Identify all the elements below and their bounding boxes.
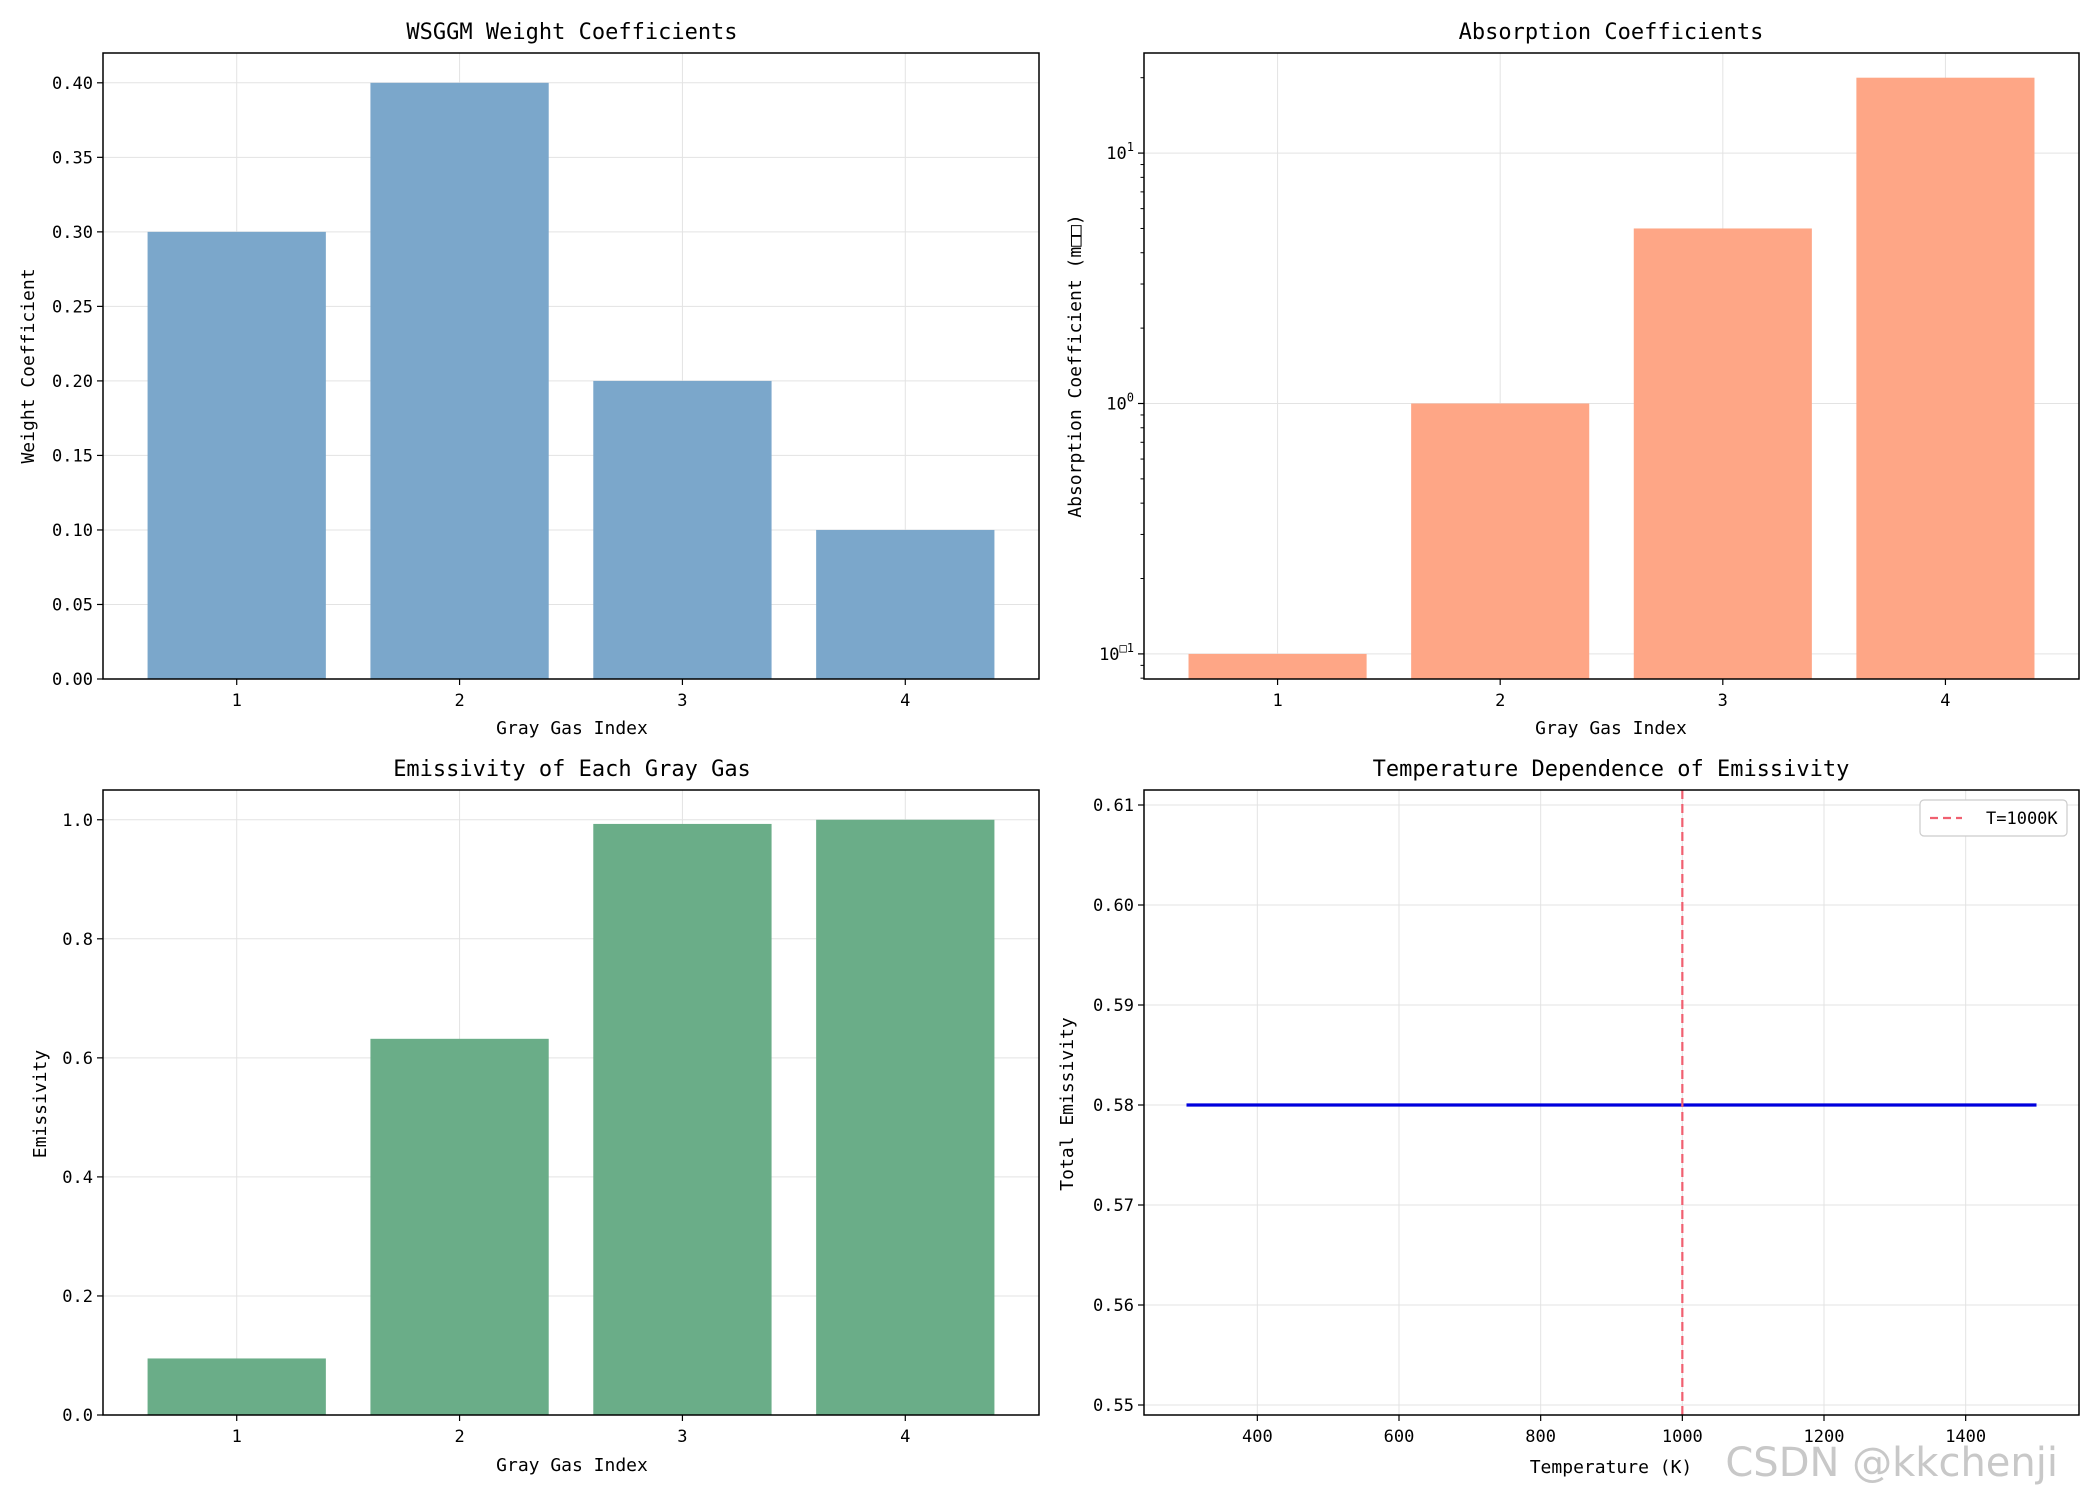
temperature-x-tick-label: 400 (1242, 1427, 1273, 1447)
temperature-chart-y-ticks: 0.55 0.56 0.57 0.58 0.59 0.60 0.61 (1093, 796, 1144, 1416)
emissivity-bar-2 (370, 1038, 549, 1415)
temperature-chart-xlabel: Temperature (K) (1530, 1457, 1693, 1478)
absorption-bar-2 (1411, 403, 1590, 679)
weight-bar-2 (370, 82, 549, 680)
weight-y-tick-label: 0.20 (52, 372, 93, 392)
weight-chart-xlabel: Gray Gas Index (496, 718, 648, 739)
emissivity-bar-3 (593, 823, 772, 1415)
temperature-chart-title: Temperature Dependence of Emissivity (1373, 757, 1850, 782)
temperature-chart: Temperature Dependence of Emissivity 400… (1057, 757, 2080, 1478)
emissivity-chart-x-ticks: 1 2 3 4 (232, 1415, 910, 1447)
absorption-chart-ylabel: Absorption Coefficient (m□□) (1065, 214, 1086, 517)
temperature-chart-frame (1143, 789, 2080, 1416)
weight-y-tick-label: 0.00 (52, 670, 93, 690)
absorption-x-tick-label: 1 (1272, 691, 1282, 711)
weight-chart-bars (147, 82, 995, 680)
weight-chart-y-ticks: 0.00 0.05 0.10 0.15 0.20 0.25 0.30 0.35 0.40 (52, 74, 103, 690)
temperature-chart-grid (1144, 790, 2079, 1415)
weight-y-tick-label: 0.30 (52, 223, 93, 243)
emissivity-x-tick-label: 3 (677, 1427, 687, 1447)
weight-y-tick-label: 0.25 (52, 297, 93, 317)
emissivity-y-tick-label: 0.8 (62, 930, 93, 950)
weight-chart-frame (102, 52, 1040, 680)
weight-bar-4 (816, 529, 995, 679)
weight-x-tick-label: 1 (232, 691, 242, 711)
emissivity-chart-title: Emissivity of Each Gray Gas (393, 757, 751, 782)
absorption-y-tick-label: 10□1 (1099, 641, 1134, 665)
absorption-bar-3 (1633, 228, 1812, 680)
weight-y-tick-label: 0.15 (52, 446, 93, 466)
absorption-chart-title: Absorption Coefficients (1459, 20, 1764, 45)
temperature-y-tick-label: 0.58 (1093, 1096, 1134, 1116)
emissivity-chart-frame (102, 789, 1040, 1416)
emissivity-chart-y-ticks: 0.0 0.2 0.4 0.6 0.8 1.0 (62, 811, 103, 1426)
emissivity-x-tick-label: 1 (232, 1427, 242, 1447)
emissivity-chart-ylabel: Emissivity (30, 1050, 51, 1159)
absorption-bar-4 (1856, 77, 2035, 679)
weight-chart-x-ticks: 1 2 3 4 (232, 679, 910, 711)
emissivity-x-tick-label: 2 (454, 1427, 464, 1447)
temperature-chart-ylabel: Total Emissivity (1057, 1017, 1078, 1191)
emissivity-y-tick-label: 0.0 (62, 1406, 93, 1426)
temperature-y-tick-label: 0.57 (1093, 1196, 1134, 1216)
temperature-x-tick-label: 800 (1525, 1427, 1556, 1447)
legend-label: T=1000K (1986, 809, 2058, 829)
weight-x-tick-label: 4 (900, 691, 910, 711)
absorption-bar-1 (1188, 653, 1367, 679)
emissivity-chart-xlabel: Gray Gas Index (496, 1455, 648, 1476)
weight-x-tick-label: 3 (677, 691, 687, 711)
temperature-y-tick-label: 0.60 (1093, 896, 1134, 916)
weight-chart-title: WSGGM Weight Coefficients (406, 20, 737, 45)
legend-box (1919, 799, 2068, 837)
emissivity-y-tick-label: 0.6 (62, 1049, 93, 1069)
temperature-chart-lines (1186, 790, 2037, 1415)
absorption-chart-xlabel: Gray Gas Index (1535, 718, 1687, 739)
emissivity-x-tick-label: 4 (900, 1427, 910, 1447)
temperature-chart-legend: T=1000K (1919, 799, 2068, 837)
temperature-y-tick-label: 0.56 (1093, 1296, 1134, 1316)
absorption-y-tick-label: 101 (1106, 140, 1134, 164)
weight-bar-3 (593, 380, 772, 679)
weight-y-tick-label: 0.35 (52, 148, 93, 168)
weight-y-tick-label: 0.05 (52, 595, 93, 615)
watermark: CSDN @kkchenji (1725, 1440, 2058, 1486)
weight-bar-1 (147, 231, 326, 679)
temperature-x-tick-label: 1400 (1945, 1427, 1986, 1447)
absorption-x-tick-label: 2 (1495, 691, 1505, 711)
emissivity-bar-4 (816, 819, 995, 1415)
temperature-chart-x-ticks: 400 600 800 1000 1200 1400 (1242, 1415, 1986, 1447)
emissivity-chart-bars (147, 819, 995, 1415)
emissivity-bar-1 (147, 1358, 326, 1415)
temperature-x-tick-label: 1200 (1804, 1427, 1845, 1447)
absorption-x-tick-label: 4 (1940, 691, 1950, 711)
weight-y-tick-label: 0.40 (52, 74, 93, 94)
weight-y-tick-label: 0.10 (52, 521, 93, 541)
absorption-chart-frame (1143, 52, 2080, 680)
absorption-y-tick-label: 100 (1106, 390, 1134, 414)
temperature-y-tick-label: 0.61 (1093, 796, 1134, 816)
weight-chart-ylabel: Weight Coefficient (18, 268, 39, 463)
temperature-y-tick-label: 0.59 (1093, 996, 1134, 1016)
absorption-chart-y-ticks: 10□1 100 101 (1099, 77, 1144, 679)
emissivity-y-tick-label: 0.4 (62, 1168, 93, 1188)
temperature-x-tick-label: 1000 (1662, 1427, 1703, 1447)
absorption-chart-x-ticks: 1 2 3 4 (1272, 679, 1951, 711)
weight-x-tick-label: 2 (454, 691, 464, 711)
temperature-x-tick-label: 600 (1384, 1427, 1415, 1447)
emissivity-y-tick-label: 0.2 (62, 1287, 93, 1307)
temperature-y-tick-label: 0.55 (1093, 1396, 1134, 1416)
emissivity-y-tick-label: 1.0 (62, 811, 93, 831)
absorption-x-tick-label: 3 (1718, 691, 1728, 711)
absorption-chart-bars (1188, 77, 2035, 680)
